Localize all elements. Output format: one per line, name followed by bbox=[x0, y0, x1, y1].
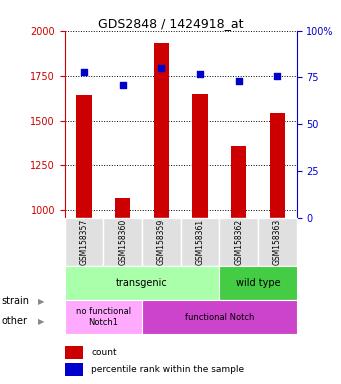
Text: GSM158359: GSM158359 bbox=[157, 219, 166, 265]
Bar bbox=[192, 94, 208, 218]
Text: GSM158362: GSM158362 bbox=[234, 219, 243, 265]
Bar bbox=[65, 363, 84, 376]
Bar bbox=[65, 266, 219, 300]
Bar bbox=[219, 218, 258, 266]
Point bbox=[197, 71, 203, 77]
Bar bbox=[76, 95, 92, 218]
Text: GSM158360: GSM158360 bbox=[118, 219, 127, 265]
Text: no functional
Notch1: no functional Notch1 bbox=[76, 308, 131, 327]
Text: wild type: wild type bbox=[236, 278, 280, 288]
Bar bbox=[65, 218, 103, 266]
Bar bbox=[65, 346, 84, 359]
Point bbox=[159, 65, 164, 71]
Bar bbox=[65, 300, 142, 334]
Point bbox=[81, 69, 87, 75]
Text: transgenic: transgenic bbox=[116, 278, 168, 288]
Text: GSM158361: GSM158361 bbox=[195, 219, 205, 265]
Text: ▶: ▶ bbox=[38, 297, 44, 306]
Bar bbox=[103, 218, 142, 266]
Text: GSM158363: GSM158363 bbox=[273, 219, 282, 265]
Text: other: other bbox=[2, 316, 28, 326]
Text: strain: strain bbox=[2, 296, 30, 306]
Text: functional Notch: functional Notch bbox=[185, 313, 254, 322]
Bar bbox=[181, 218, 219, 266]
Bar bbox=[115, 198, 131, 218]
Bar bbox=[154, 43, 169, 218]
Text: count: count bbox=[91, 348, 117, 357]
Bar bbox=[258, 218, 297, 266]
Point bbox=[120, 82, 125, 88]
Text: ▶: ▶ bbox=[38, 317, 44, 326]
Bar bbox=[270, 113, 285, 218]
Bar bbox=[142, 218, 181, 266]
Bar bbox=[142, 300, 297, 334]
Point bbox=[236, 78, 241, 84]
Bar bbox=[231, 146, 247, 218]
Text: GDS2848 / 1424918_at: GDS2848 / 1424918_at bbox=[98, 17, 243, 30]
Point bbox=[275, 73, 280, 79]
Bar bbox=[219, 266, 297, 300]
Text: percentile rank within the sample: percentile rank within the sample bbox=[91, 365, 244, 374]
Text: GSM158357: GSM158357 bbox=[79, 219, 89, 265]
